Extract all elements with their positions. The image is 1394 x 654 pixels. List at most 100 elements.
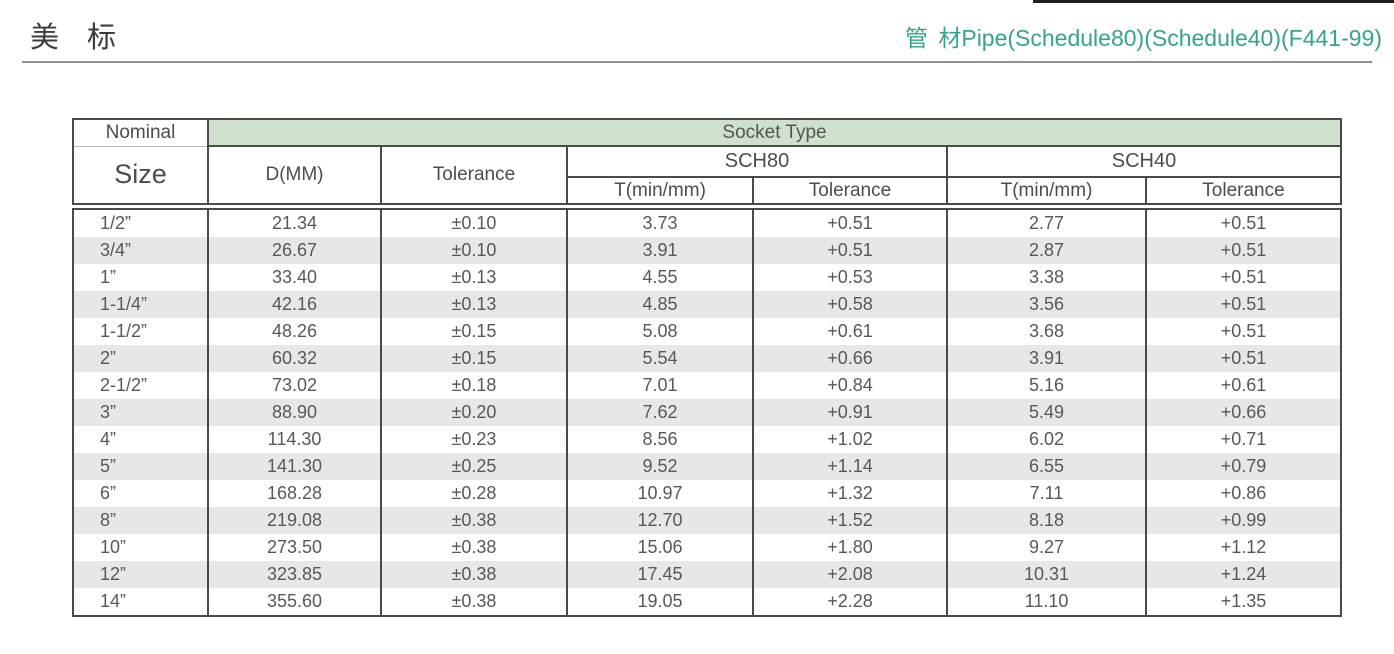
value-cell: +0.51 xyxy=(752,237,948,264)
table-row: 8” 219.08 ±0.38 12.70 +1.52 8.18 +0.99 xyxy=(72,507,1342,534)
value-cell: ±0.20 xyxy=(380,399,568,426)
value-cell: ±0.38 xyxy=(380,534,568,561)
value-cell: +1.12 xyxy=(1145,534,1342,561)
value-cell: 114.30 xyxy=(207,426,382,453)
col-header-sch80-tolerance: Tolerance xyxy=(752,177,948,210)
table-row: 10” 273.50 ±0.38 15.06 +1.80 9.27 +1.12 xyxy=(72,534,1342,561)
nominal-size-cell: 1-1/4” xyxy=(72,291,209,318)
value-cell: 141.30 xyxy=(207,453,382,480)
table-row: 5” 141.30 ±0.25 9.52 +1.14 6.55 +0.79 xyxy=(72,453,1342,480)
value-cell: 3.91 xyxy=(566,237,754,264)
value-cell: +0.51 xyxy=(1145,237,1342,264)
value-cell: 9.27 xyxy=(946,534,1147,561)
value-cell: +1.52 xyxy=(752,507,948,534)
value-cell: ±0.38 xyxy=(380,507,568,534)
value-cell: +1.80 xyxy=(752,534,948,561)
value-cell: 168.28 xyxy=(207,480,382,507)
table-row: 1” 33.40 ±0.13 4.55 +0.53 3.38 +0.51 xyxy=(72,264,1342,291)
value-cell: ±0.38 xyxy=(380,588,568,616)
value-cell: 21.34 xyxy=(207,206,382,237)
value-cell: 73.02 xyxy=(207,372,382,399)
value-cell: +0.61 xyxy=(1145,372,1342,399)
nominal-size-cell: 8” xyxy=(72,507,209,534)
nominal-size-cell: 3/4” xyxy=(72,237,209,264)
value-cell: 8.56 xyxy=(566,426,754,453)
value-cell: ±0.23 xyxy=(380,426,568,453)
spec-table-body: 1/2” 21.34 ±0.10 3.73 +0.51 2.77 +0.51 3/4” 26.6… xyxy=(72,206,1342,616)
value-cell: 7.11 xyxy=(946,480,1147,507)
value-cell: +0.79 xyxy=(1145,453,1342,480)
value-cell: +0.71 xyxy=(1145,426,1342,453)
value-cell: +1.14 xyxy=(752,453,948,480)
value-cell: 33.40 xyxy=(207,264,382,291)
value-cell: 323.85 xyxy=(207,561,382,588)
value-cell: +0.86 xyxy=(1145,480,1342,507)
value-cell: 17.45 xyxy=(566,561,754,588)
col-header-d-mm: D(MM) xyxy=(207,146,382,210)
value-cell: +0.51 xyxy=(1145,206,1342,237)
value-cell: ±0.38 xyxy=(380,561,568,588)
value-cell: 5.16 xyxy=(946,372,1147,399)
value-cell: ±0.13 xyxy=(380,264,568,291)
table-row: 4” 114.30 ±0.23 8.56 +1.02 6.02 +0.71 xyxy=(72,426,1342,453)
value-cell: +2.28 xyxy=(752,588,948,616)
value-cell: +0.84 xyxy=(752,372,948,399)
value-cell: +0.51 xyxy=(1145,345,1342,372)
value-cell: 48.26 xyxy=(207,318,382,345)
value-cell: +0.66 xyxy=(752,345,948,372)
nominal-size-cell: 14” xyxy=(72,588,209,616)
value-cell: 4.55 xyxy=(566,264,754,291)
value-cell: 3.73 xyxy=(566,206,754,237)
nominal-size-cell: 6” xyxy=(72,480,209,507)
value-cell: +0.99 xyxy=(1145,507,1342,534)
header-row-3: T(min/mm) Tolerance T(min/mm) Tolerance xyxy=(73,177,1342,210)
col-header-sch40-t-min: T(min/mm) xyxy=(946,177,1147,210)
table-row: 6” 168.28 ±0.28 10.97 +1.32 7.11 +0.86 xyxy=(72,480,1342,507)
value-cell: +1.32 xyxy=(752,480,948,507)
value-cell: 5.54 xyxy=(566,345,754,372)
value-cell: ±0.15 xyxy=(380,318,568,345)
table-row: 2” 60.32 ±0.15 5.54 +0.66 3.91 +0.51 xyxy=(72,345,1342,372)
value-cell: 3.91 xyxy=(946,345,1147,372)
value-cell: 26.67 xyxy=(207,237,382,264)
value-cell: +0.51 xyxy=(1145,318,1342,345)
value-cell: 3.68 xyxy=(946,318,1147,345)
value-cell: 5.49 xyxy=(946,399,1147,426)
value-cell: 12.70 xyxy=(566,507,754,534)
value-cell: +0.61 xyxy=(752,318,948,345)
table-row: 1/2” 21.34 ±0.10 3.73 +0.51 2.77 +0.51 xyxy=(72,206,1342,237)
value-cell: 7.62 xyxy=(566,399,754,426)
value-cell: +0.91 xyxy=(752,399,948,426)
col-header-nominal: Nominal xyxy=(72,119,209,147)
nominal-size-cell: 12” xyxy=(72,561,209,588)
value-cell: ±0.13 xyxy=(380,291,568,318)
nominal-size-cell: 5” xyxy=(72,453,209,480)
nominal-size-cell: 3” xyxy=(72,399,209,426)
value-cell: +1.02 xyxy=(752,426,948,453)
value-cell: 60.32 xyxy=(207,345,382,372)
nominal-size-cell: 4” xyxy=(72,426,209,453)
value-cell: 4.85 xyxy=(566,291,754,318)
value-cell: 7.01 xyxy=(566,372,754,399)
value-cell: ±0.10 xyxy=(380,237,568,264)
value-cell: 3.38 xyxy=(946,264,1147,291)
header-row-1: Nominal Socket Type xyxy=(72,119,1342,147)
col-header-sch40: SCH40 xyxy=(946,146,1342,178)
col-header-size: Size xyxy=(72,146,209,210)
value-cell: 8.18 xyxy=(946,507,1147,534)
value-cell: 355.60 xyxy=(207,588,382,616)
value-cell: ±0.28 xyxy=(380,480,568,507)
value-cell: +1.24 xyxy=(1145,561,1342,588)
value-cell: 88.90 xyxy=(207,399,382,426)
header-row-2: Size D(MM) Tolerance SCH80 SCH40 xyxy=(72,146,1342,210)
value-cell: ±0.15 xyxy=(380,345,568,372)
value-cell: +0.66 xyxy=(1145,399,1342,426)
value-cell: +0.58 xyxy=(752,291,948,318)
table-row: 3” 88.90 ±0.20 7.62 +0.91 5.49 +0.66 xyxy=(72,399,1342,426)
value-cell: 6.55 xyxy=(946,453,1147,480)
table-row: 1-1/4” 42.16 ±0.13 4.85 +0.58 3.56 +0.51 xyxy=(72,291,1342,318)
nominal-size-cell: 2” xyxy=(72,345,209,372)
value-cell: 2.87 xyxy=(946,237,1147,264)
pipe-spec-table: Nominal Socket Type Size D(MM) Tolerance… xyxy=(72,118,1342,617)
spec-table-wrap: Nominal Socket Type Size D(MM) Tolerance… xyxy=(72,118,1342,617)
